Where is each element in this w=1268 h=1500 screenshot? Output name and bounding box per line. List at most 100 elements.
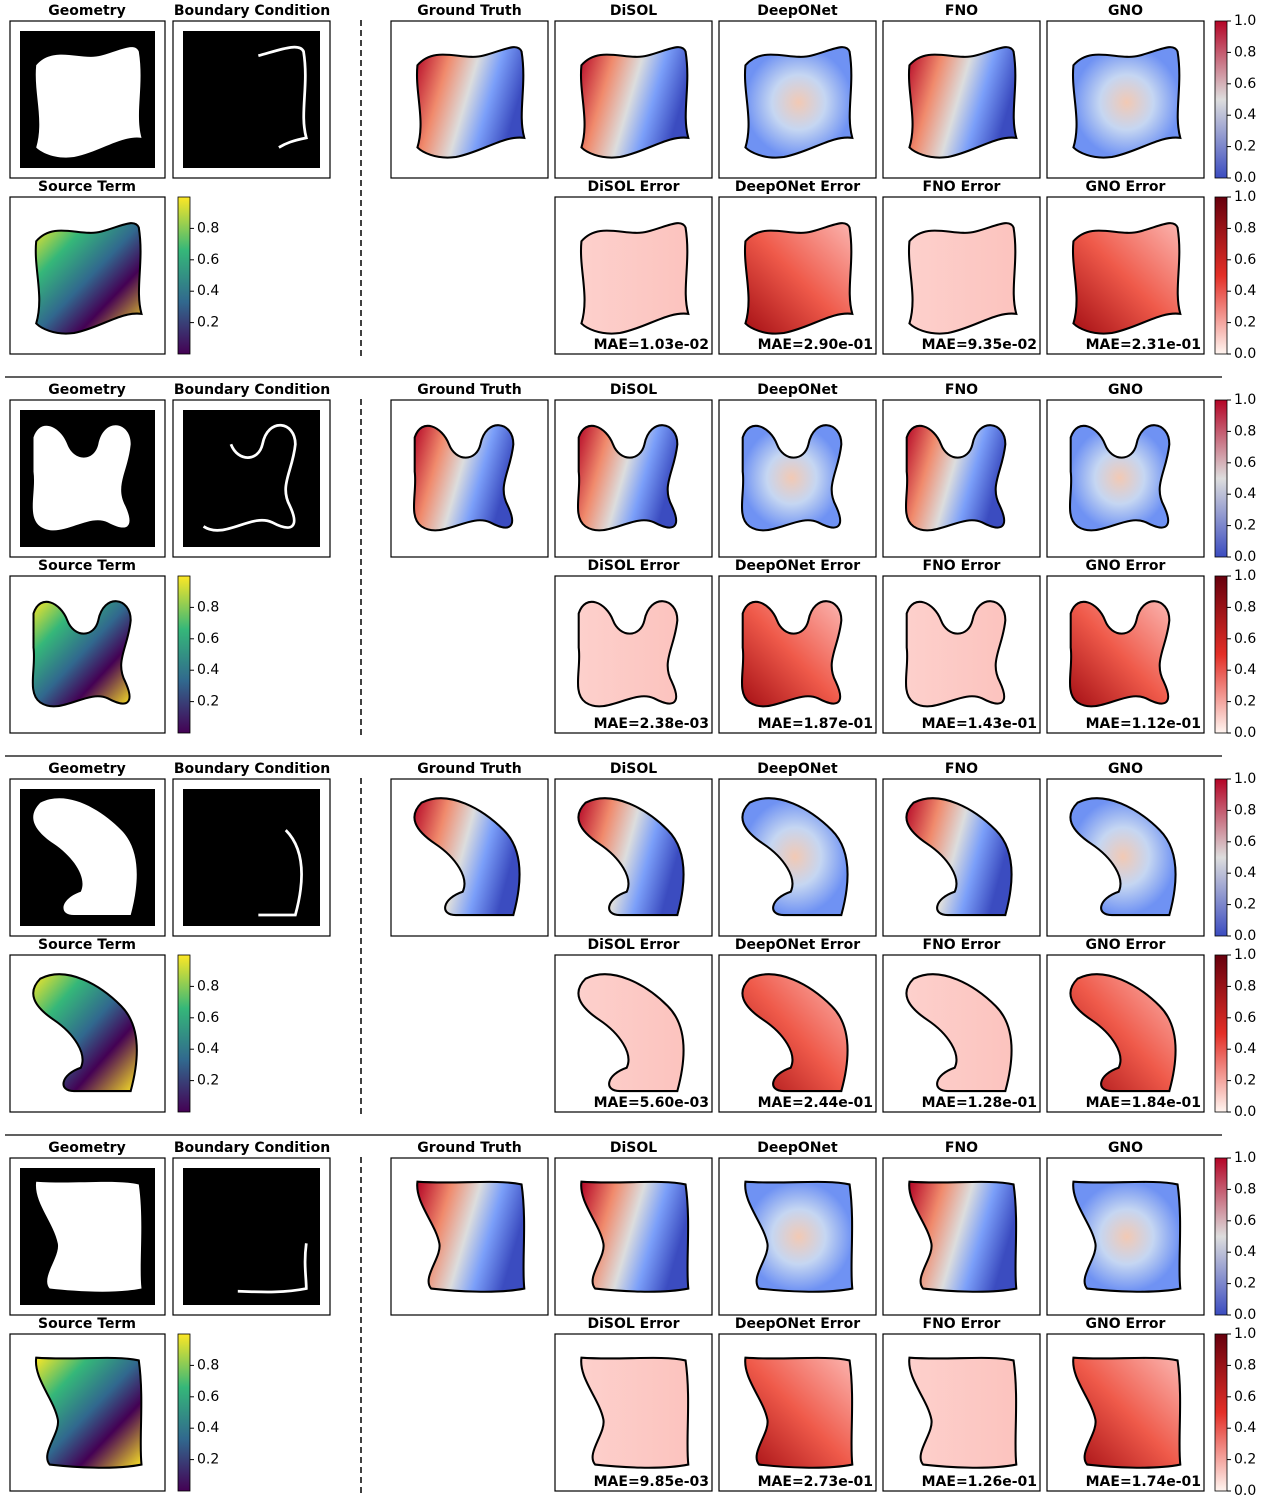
- colorbar: [177, 954, 191, 1113]
- prediction-field: [905, 797, 1013, 917]
- error-field: [905, 973, 1013, 1093]
- colorbar-tick-label: 0.2: [1234, 1452, 1256, 1468]
- colorbar-tick-label: 0.2: [1234, 897, 1256, 913]
- prediction-field: [1068, 424, 1171, 532]
- colorbar-tick-label: 0.0: [1234, 346, 1256, 362]
- prediction-field: [740, 424, 843, 532]
- colorbar: [177, 1333, 191, 1492]
- colorbar: [1214, 778, 1228, 937]
- geometry-shape: [35, 47, 142, 158]
- prediction-panel: [718, 399, 877, 558]
- error-field: [904, 600, 1007, 708]
- error-field: [580, 1356, 690, 1469]
- panel-image: [1072, 1180, 1182, 1293]
- panel-image: [904, 424, 1007, 532]
- panel-title: Ground Truth: [417, 1140, 521, 1156]
- panel-image: [580, 1356, 690, 1469]
- panel-title: Boundary Condition: [174, 3, 330, 19]
- error-panel: [1046, 575, 1205, 734]
- colorbar: [1214, 954, 1228, 1113]
- colorbar-tick-label: 1.0: [1234, 189, 1256, 205]
- boundary-curve: [202, 423, 297, 532]
- colorbar-tick-label: 0.4: [1234, 1420, 1256, 1436]
- panel-image: [32, 973, 138, 1093]
- panel-title: DiSOL Error: [587, 558, 679, 574]
- error-field: [741, 973, 849, 1093]
- panel-title: Geometry: [48, 3, 125, 19]
- mae-label: MAE=2.73e-01: [758, 1474, 873, 1490]
- mae-label: MAE=2.38e-03: [594, 716, 709, 732]
- panel-image: [183, 410, 320, 547]
- error-field: [1071, 222, 1182, 335]
- error-field: [579, 222, 690, 335]
- panel-image: [579, 46, 690, 159]
- colorbar: [1214, 399, 1228, 558]
- prediction-field: [904, 424, 1007, 532]
- panel-title: FNO Error: [923, 1316, 1001, 1332]
- geometry-panel: [9, 1157, 166, 1316]
- colorbar-tick-label: 0.2: [1234, 1276, 1256, 1292]
- panel-title: GNO Error: [1086, 179, 1166, 195]
- colorbar-tick-label: 0.6: [1234, 252, 1256, 268]
- boundary-curve: [257, 45, 309, 149]
- panel-title: DiSOL: [610, 761, 657, 777]
- panel-title: DiSOL: [610, 3, 657, 19]
- panel-image: [183, 1168, 320, 1305]
- panel-image: [744, 1180, 854, 1293]
- panel-title: DeepONet Error: [735, 1316, 860, 1332]
- mae-label: MAE=2.90e-01: [758, 337, 873, 353]
- boundary-panel: [172, 20, 331, 179]
- mae-label: MAE=1.74e-01: [1086, 1474, 1201, 1490]
- colorbar-tick-label: 0.4: [197, 662, 219, 678]
- panel-title: Ground Truth: [417, 761, 521, 777]
- error-panel: [882, 954, 1041, 1113]
- colorbar-tick-label: 0.0: [1234, 170, 1256, 186]
- panel-title: DiSOL: [610, 1140, 657, 1156]
- error-field: [1069, 973, 1177, 1093]
- colorbar: [1214, 196, 1228, 355]
- boundary-panel: [172, 778, 331, 937]
- source-panel: [9, 575, 166, 734]
- prediction-field: [412, 424, 515, 532]
- panel-title: Geometry: [48, 382, 125, 398]
- prediction-field: [413, 797, 521, 917]
- panel-image: [576, 600, 679, 708]
- prediction-field: [908, 1180, 1018, 1293]
- prediction-panel: [554, 20, 713, 179]
- panel-image: [1068, 600, 1171, 708]
- panel-title: Source Term: [38, 1316, 136, 1332]
- colorbar-tick-label: 0.4: [1234, 662, 1256, 678]
- colorbar-tick-label: 0.4: [1234, 283, 1256, 299]
- geometry-shape: [32, 425, 131, 531]
- panel-title: Source Term: [38, 179, 136, 195]
- error-panel: [882, 575, 1041, 734]
- colorbar-tick-label: 0.8: [197, 1357, 219, 1373]
- prediction-panel: [554, 399, 713, 558]
- error-panel: [718, 575, 877, 734]
- error-panel: [1046, 954, 1205, 1113]
- panel-title: FNO Error: [923, 937, 1001, 953]
- error-panel: [554, 196, 713, 355]
- panel-image: [907, 46, 1018, 159]
- panel-title: DiSOL Error: [587, 937, 679, 953]
- panel-title: GNO Error: [1086, 558, 1166, 574]
- colorbar-tick-label: 0.6: [197, 1389, 219, 1405]
- panel-title: FNO: [945, 1140, 978, 1156]
- colorbar-tick-label: 0.4: [1234, 1041, 1256, 1057]
- source-panel: [9, 1333, 166, 1492]
- prediction-field: [741, 797, 849, 917]
- colorbar-tick-label: 0.8: [1234, 1357, 1256, 1373]
- panel-title: DeepONet Error: [735, 937, 860, 953]
- colorbar-tick-label: 0.6: [1234, 834, 1256, 850]
- colorbar-tick-label: 0.8: [1234, 978, 1256, 994]
- colorbar-tick-label: 0.6: [197, 252, 219, 268]
- colorbar: [1214, 1157, 1228, 1316]
- panel-title: Ground Truth: [417, 3, 521, 19]
- prediction-panel: [882, 20, 1041, 179]
- prediction-panel: [1046, 1157, 1205, 1316]
- panel-title: GNO: [1108, 761, 1143, 777]
- source-panel: [9, 954, 166, 1113]
- colorbar-tick-label: 1.0: [1234, 13, 1256, 29]
- panel-title: DeepONet: [757, 3, 838, 19]
